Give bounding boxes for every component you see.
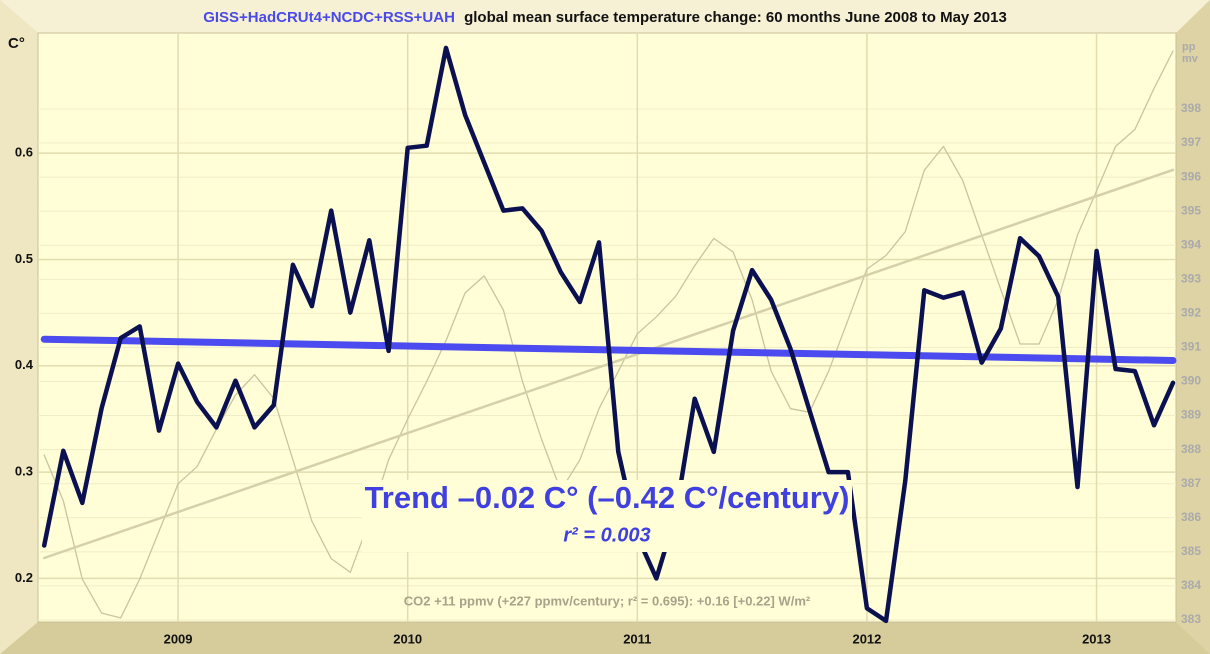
title-datasets: GISS+HadCRUt4+NCDC+RSS+UAH: [203, 9, 455, 26]
r2-label: r² = 0.003: [563, 524, 650, 546]
x-tick-label: 2011: [623, 631, 651, 646]
y2-tick-label: 383: [1181, 612, 1201, 626]
y2-tick-label: 386: [1181, 510, 1201, 524]
trend-label: Trend –0.02 C° (–0.42 C°/century): [365, 480, 850, 515]
y2-tick-label: 384: [1181, 578, 1201, 592]
y2-axis-label: mv: [1182, 53, 1199, 65]
y-tick-label: 0.2: [15, 570, 33, 585]
y2-tick-label: 393: [1181, 271, 1201, 285]
bevel-right: [1176, 0, 1210, 654]
x-tick-label: 2010: [393, 631, 422, 646]
bevel-bottom: [0, 622, 1210, 654]
y2-tick-label: 398: [1181, 101, 1201, 115]
label-box: [362, 480, 852, 552]
y2-tick-label: 385: [1181, 544, 1201, 558]
y2-tick-label: 389: [1181, 408, 1201, 422]
x-tick-label: 2012: [852, 631, 881, 646]
y2-tick-label: 392: [1181, 306, 1201, 320]
chart-title: GISS+HadCRUt4+NCDC+RSS+UAH global mean s…: [203, 9, 1007, 26]
x-tick-label: 2009: [164, 631, 193, 646]
co2-label: CO2 +11 ppmv (+227 ppmv/century; r² = 0.…: [404, 593, 811, 608]
y2-tick-label: 387: [1181, 476, 1201, 490]
series-line: [41, 45, 1176, 624]
y-tick-label: 0.4: [15, 357, 34, 372]
y-tick-label: 0.3: [15, 464, 33, 479]
y2-tick-label: 396: [1181, 169, 1201, 183]
y2-tick-label: 394: [1181, 237, 1201, 251]
y-axis-label: C°: [8, 35, 25, 52]
y2-tick-label: 390: [1181, 374, 1201, 388]
y2-axis-label: pp: [1182, 41, 1196, 53]
series-line: [43, 50, 1174, 619]
y2-tick-label: 395: [1181, 203, 1201, 217]
x-tick-label: 2013: [1082, 631, 1111, 646]
y2-tick-label: 388: [1181, 442, 1201, 456]
y-tick-label: 0.6: [15, 145, 33, 160]
bevel-top: [0, 0, 1210, 33]
bevel-left: [0, 0, 38, 654]
y-tick-label: 0.5: [15, 251, 33, 266]
title-text: global mean surface temperature change: …: [464, 9, 1007, 26]
y2-tick-label: 391: [1181, 340, 1201, 354]
y2-tick-label: 397: [1181, 135, 1201, 149]
